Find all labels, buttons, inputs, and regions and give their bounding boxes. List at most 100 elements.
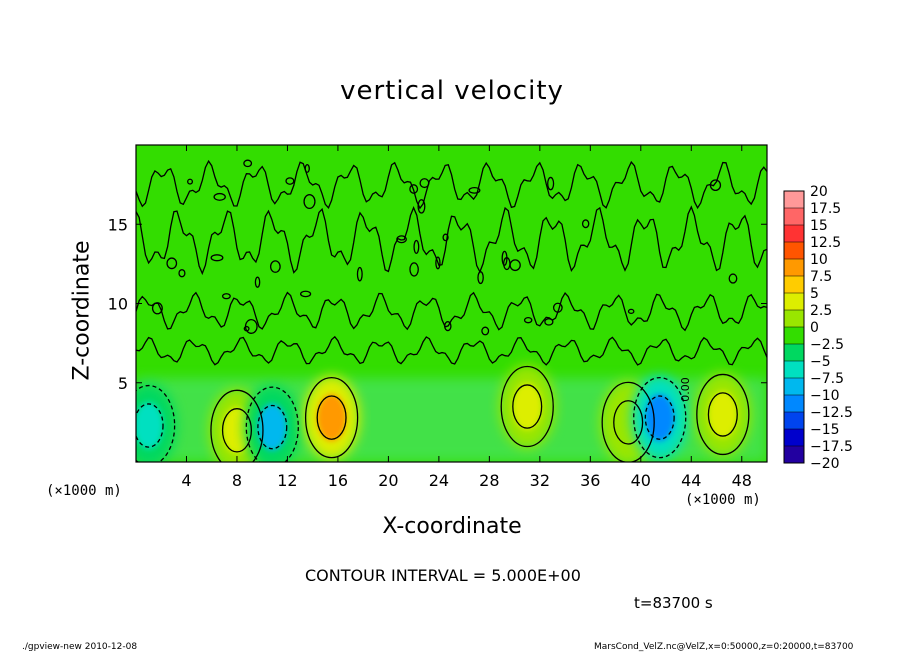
feature-inner-contour [613,400,644,445]
colorbar: 2017.51512.5107.552.50−2.5−5−7.5−10−12.5… [783,184,853,472]
small-contour-loop [709,179,722,192]
colorbar-segment [784,242,804,260]
feature-contour [633,376,687,459]
colorbar-segment [784,412,804,430]
small-contour-loop [166,257,178,270]
colorbar-label: 0 [810,320,819,336]
small-contour-loop [501,250,508,266]
x-tick-label: 32 [530,471,550,490]
feature-inner-contour [644,395,675,440]
small-contour-loop [413,239,420,254]
small-contour-loop [509,259,521,272]
small-contour-loop [151,302,163,315]
colorbar-label: 5 [810,286,819,302]
x-tick-label: 48 [732,471,752,490]
x-tick-label: 24 [429,471,449,490]
feature-updraft-core [512,383,542,430]
chart-title: vertical velocity [340,76,564,106]
x-tick-label: 8 [232,471,242,490]
feature-updraft-core [317,394,347,442]
colorbar-label: 15 [810,218,828,234]
colorbar-segment [784,276,804,294]
x-axis-label: X-coordinate [382,514,522,539]
y-tick-label: 5 [118,374,128,393]
small-contour-loop [396,235,407,244]
feature-contour [245,386,299,462]
contour-interval-text: CONTOUR INTERVAL = 5.000E+00 [305,566,581,585]
velocity-features [136,364,751,462]
colorbar-label: −17.5 [810,439,853,455]
feature-updraft-core [222,406,252,454]
footer-left: ./gpview-new 2010-12-08 [22,642,138,652]
small-contour-loop [303,194,316,210]
small-contour-loop [442,233,449,242]
colorbar-label: 12.5 [810,235,841,251]
x-tick-label: 36 [580,471,600,490]
colorbar-label: 20 [810,184,828,200]
small-contour-loop [627,308,635,315]
small-contour-loop [243,159,253,168]
small-contour-loop [468,186,481,194]
colorbar-label: −5 [810,354,831,370]
x-unit-label-left: (×1000 m) [46,483,122,499]
feature-contour [304,376,359,459]
feature-inner-contour [316,395,347,440]
small-contour-loop [552,302,563,313]
colorbar-label: 10 [810,252,828,268]
colorbar-segment [784,208,804,226]
colorbar-segment [784,446,804,464]
colorbar-label: −20 [810,456,840,472]
small-contour-loop [409,184,419,194]
contour-value-label: 0.00 [679,377,692,402]
feature-downdraft-core [136,402,164,449]
colorbar-segment [784,293,804,311]
small-contour-loop [728,273,738,284]
colorbar-segment [784,378,804,396]
feature-inner-contour [512,384,543,429]
x-tick-label: 12 [277,471,297,490]
small-contour-loop [269,260,281,273]
small-contour-loop [409,262,419,277]
y-tick-label: 10 [108,295,128,314]
x-tick-label: 44 [681,471,701,490]
feature-contour [210,389,264,462]
feature-inner-contour [136,403,164,448]
small-contour-loop [544,318,554,326]
colorbar-label: −2.5 [810,337,844,353]
small-contour-loop [178,269,186,278]
x-unit-label-right: (×1000 m) [685,492,761,508]
colorbar-segment [784,310,804,328]
feature-inner-contour [707,392,738,437]
x-tick-label: 16 [328,471,348,490]
x-tick-label: 28 [479,471,499,490]
colorbar-label: −10 [810,388,840,404]
colorbar-segment [784,429,804,447]
small-contour-loop [221,293,231,300]
small-contour-loop [285,177,295,185]
feature-contour [696,373,750,456]
x-axis-ticks: 4 8 12 16 20 24 28 32 36 40 44 48 [181,145,752,490]
small-contour-loop [419,178,430,189]
contour-lines: 0.00 [136,159,767,462]
colorbar-label: −15 [810,422,840,438]
feature-updraft-core [708,391,738,438]
small-contour-loop [581,219,590,229]
y-tick-label: 15 [108,215,128,234]
feature-contour [136,384,176,462]
small-contour-loop [299,290,312,298]
zero-contour-line [136,205,767,276]
footer-right: MarsCond_VelZ.nc@VelZ,x=0:50000,z=0:2000… [594,642,854,652]
time-label: t=83700 s [634,594,713,612]
x-tick-label: 4 [181,471,191,490]
zero-contour-line [136,291,767,332]
small-contour-loop [547,176,555,191]
feature-contour [500,365,554,448]
small-contour-loop [481,326,490,336]
small-contour-loop [187,178,194,185]
small-contour-loop [435,256,441,270]
colorbar-label: 2.5 [810,303,832,319]
colorbar-segment [784,259,804,277]
feature-downdraft-core [257,403,287,451]
small-contour-loop [477,271,484,285]
